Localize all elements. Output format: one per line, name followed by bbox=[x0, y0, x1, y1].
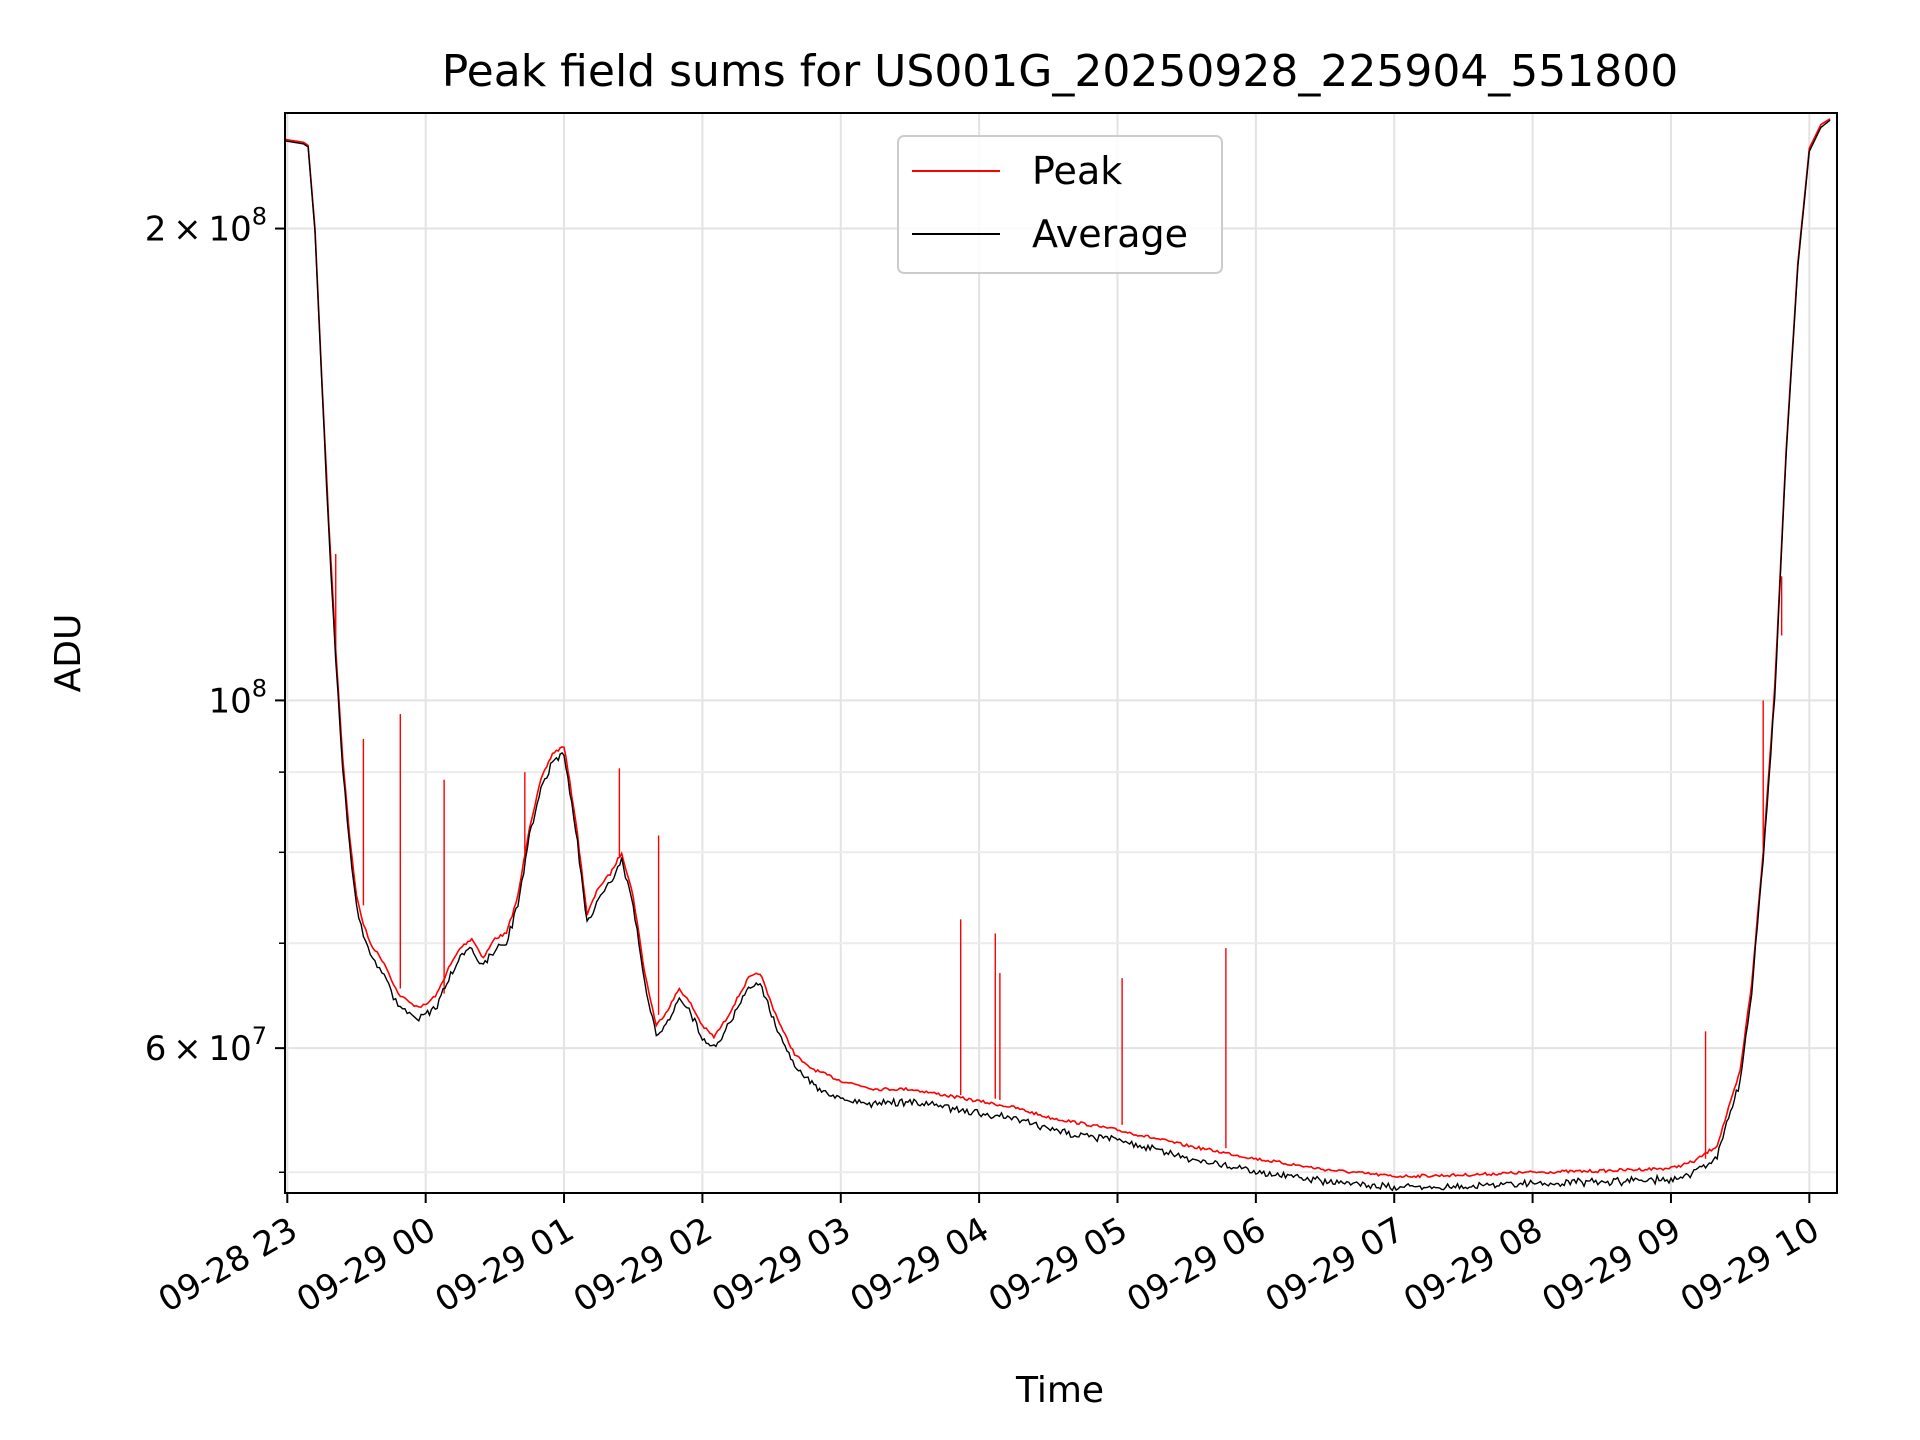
y-tick-label-part: × bbox=[166, 1029, 208, 1069]
y-tick-label-part: × bbox=[166, 210, 208, 250]
y-tick-label: 2 × 108 bbox=[145, 203, 267, 250]
y-tick-label: 6 × 107 bbox=[145, 1022, 267, 1069]
plot-frame bbox=[284, 112, 1838, 1194]
y-axis-label: ADU bbox=[48, 614, 89, 693]
legend-label-peak: Peak bbox=[1032, 149, 1122, 193]
legend-label-average: Average bbox=[1032, 212, 1188, 256]
y-tick-label-part: 7 bbox=[252, 1022, 267, 1050]
y-tick-label-part: 6 bbox=[145, 1029, 167, 1069]
y-tick-label-part: 10 bbox=[208, 1029, 251, 1069]
y-tick-label-part: 8 bbox=[252, 203, 267, 231]
y-tick-label-part: 10 bbox=[208, 681, 251, 721]
chart-title: Peak field sums for US001G_20250928_2259… bbox=[442, 46, 1679, 97]
series-line-peak bbox=[284, 118, 1831, 1179]
series-layer bbox=[284, 118, 1831, 1192]
y-tick-label: 108 bbox=[208, 674, 267, 721]
y-tick-label-part: 8 bbox=[252, 674, 267, 702]
y-tick-label-part: 10 bbox=[208, 210, 251, 250]
y-tick-label-part: 2 bbox=[145, 210, 167, 250]
x-axis-label: Time bbox=[1015, 1370, 1104, 1411]
legend: Peak Average bbox=[897, 135, 1223, 274]
series-line-average bbox=[284, 119, 1831, 1192]
